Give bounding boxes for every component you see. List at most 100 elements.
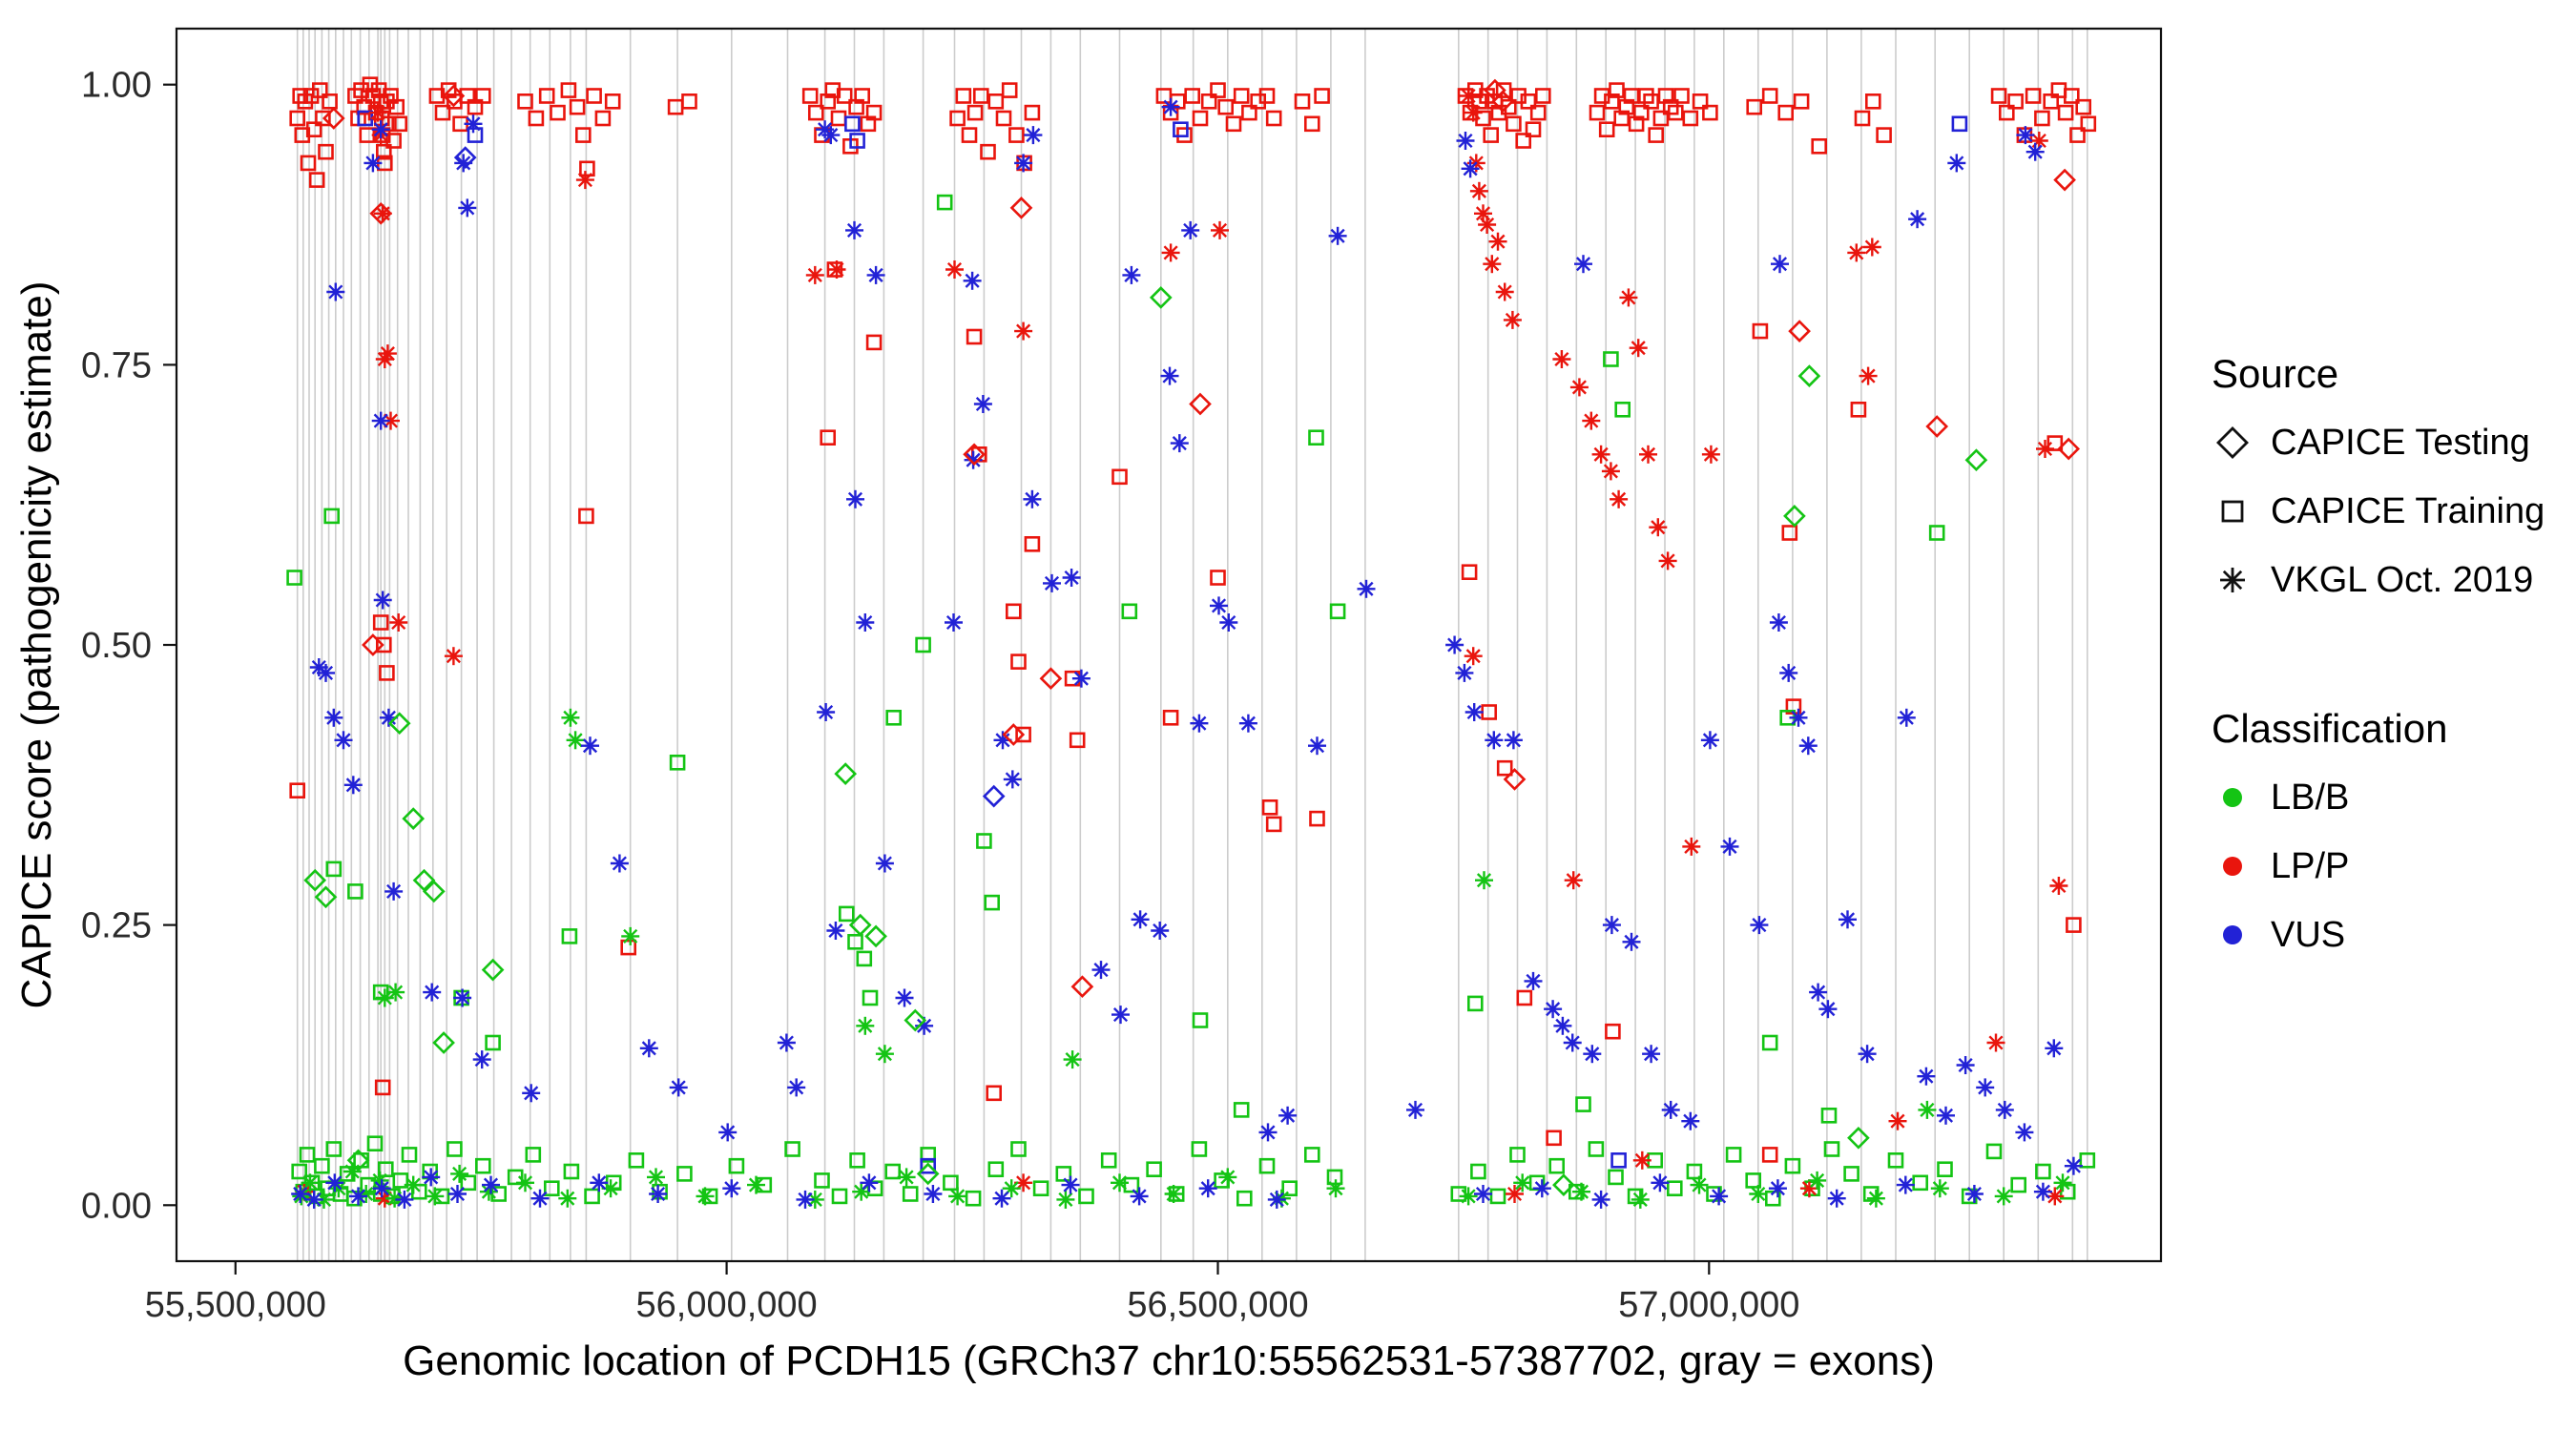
data-point-square bbox=[550, 104, 566, 121]
data-point-square bbox=[1173, 121, 1189, 137]
data-point-square bbox=[374, 1079, 391, 1096]
data-point-asterisk bbox=[1308, 736, 1326, 756]
data-point-asterisk bbox=[1210, 596, 1228, 615]
data-point-square bbox=[1236, 1190, 1253, 1207]
data-point-square bbox=[836, 88, 853, 104]
legend-item-label: CAPICE Testing bbox=[2271, 422, 2530, 463]
data-point-square bbox=[1823, 1141, 1840, 1157]
data-point-asterisk bbox=[2015, 1123, 2034, 1142]
data-point-asterisk bbox=[558, 1189, 577, 1208]
data-point-asterisk bbox=[581, 736, 599, 756]
data-point-asterisk bbox=[1503, 310, 1522, 329]
data-point-square bbox=[943, 1174, 959, 1192]
data-point-asterisk bbox=[1768, 1179, 1787, 1198]
data-point-square bbox=[920, 1157, 937, 1174]
data-point-diamond bbox=[963, 443, 986, 467]
data-point-square bbox=[1668, 104, 1684, 121]
data-point-asterisk bbox=[1164, 1185, 1183, 1203]
data-point-asterisk bbox=[610, 854, 629, 873]
data-point-diamond bbox=[2053, 168, 2076, 192]
data-point-square bbox=[2046, 435, 2064, 451]
data-point-square bbox=[1217, 98, 1234, 115]
y-tick-label: 0.00 bbox=[81, 1186, 152, 1226]
data-point-diamond bbox=[303, 868, 327, 892]
data-point-asterisk bbox=[395, 1190, 414, 1209]
data-point-square bbox=[322, 93, 338, 110]
data-point-asterisk bbox=[1504, 731, 1523, 750]
data-point-square bbox=[1329, 603, 1346, 620]
data-point-square bbox=[838, 905, 855, 923]
data-point-square bbox=[1746, 98, 1762, 115]
data-point-asterisk bbox=[1091, 961, 1111, 980]
data-point-asterisk bbox=[647, 1168, 665, 1187]
data-point-asterisk bbox=[948, 1187, 967, 1206]
data-point-square bbox=[2007, 93, 2024, 110]
data-point-diamond bbox=[1039, 667, 1063, 691]
data-point-square bbox=[1304, 115, 1320, 133]
legend-item-label: LB/B bbox=[2271, 777, 2350, 818]
data-point-square bbox=[652, 1183, 668, 1200]
data-point-square bbox=[831, 1188, 848, 1205]
data-point-asterisk bbox=[1976, 1078, 1995, 1097]
data-point-asterisk bbox=[1459, 1187, 1478, 1206]
data-point-asterisk bbox=[1495, 282, 1514, 301]
data-point-asterisk bbox=[1445, 635, 1465, 654]
data-point-square bbox=[728, 1157, 745, 1174]
diamond-icon bbox=[2216, 426, 2249, 459]
data-point-diamond bbox=[1552, 1173, 1575, 1196]
data-point-square bbox=[2010, 1176, 2026, 1193]
data-point-square bbox=[569, 98, 586, 115]
data-point-asterisk bbox=[448, 1185, 467, 1203]
data-point-square bbox=[1588, 1141, 1605, 1157]
series-capice-testing-lb-b bbox=[303, 286, 1988, 1196]
data-point-asterisk bbox=[385, 1189, 405, 1208]
data-point-square bbox=[1024, 104, 1041, 121]
data-point-square bbox=[1010, 1141, 1027, 1157]
data-point-square bbox=[1258, 88, 1276, 104]
data-point-square bbox=[1241, 104, 1257, 121]
data-point-square bbox=[862, 989, 879, 1006]
data-point-square bbox=[375, 636, 392, 653]
data-point-square bbox=[2069, 127, 2086, 143]
data-point-diamond bbox=[2057, 437, 2081, 461]
series-vkgl-oct-2019-vus bbox=[291, 97, 2083, 1209]
data-point-square bbox=[1467, 995, 1484, 1012]
data-point-square bbox=[1648, 127, 1664, 143]
circle-icon bbox=[2223, 788, 2242, 807]
data-point-diamond bbox=[864, 924, 887, 948]
data-point-square bbox=[987, 93, 1005, 110]
data-point-asterisk bbox=[1862, 238, 1881, 257]
data-point-square bbox=[561, 928, 578, 944]
data-point-square bbox=[1501, 98, 1517, 115]
data-point-asterisk bbox=[1769, 613, 1788, 632]
data-point-asterisk bbox=[1572, 1182, 1590, 1201]
data-point-asterisk bbox=[1937, 1106, 1955, 1125]
data-point-asterisk bbox=[1858, 1045, 1877, 1064]
data-point-asterisk bbox=[1622, 932, 1641, 951]
y-tick-label: 0.50 bbox=[81, 626, 152, 666]
data-point-square bbox=[2080, 115, 2097, 133]
x-axis-title: Genomic location of PCDH15 (GRCh37 chr10… bbox=[403, 1338, 1935, 1384]
data-point-asterisk bbox=[324, 708, 343, 727]
data-point-square bbox=[528, 110, 545, 127]
data-point-square bbox=[965, 1190, 982, 1207]
data-point-square bbox=[1258, 1157, 1276, 1174]
data-point-asterisk bbox=[963, 271, 982, 290]
data-point-square bbox=[315, 110, 331, 127]
data-point-square bbox=[1481, 704, 1497, 720]
data-point-asterisk bbox=[1483, 255, 1502, 274]
data-point-asterisk bbox=[856, 1016, 875, 1035]
data-point-asterisk bbox=[1357, 579, 1376, 598]
data-point-square bbox=[323, 508, 341, 525]
data-point-square bbox=[936, 194, 953, 211]
data-point-asterisk bbox=[1818, 1000, 1838, 1019]
data-point-diamond bbox=[322, 107, 345, 130]
data-point-square bbox=[1613, 110, 1630, 127]
data-point-asterisk bbox=[639, 1039, 658, 1058]
data-point-square bbox=[681, 93, 697, 110]
data-point-square bbox=[865, 334, 883, 351]
data-point-square bbox=[1515, 133, 1531, 149]
data-point-asterisk bbox=[1651, 1173, 1670, 1192]
data-point-asterisk bbox=[343, 776, 363, 795]
